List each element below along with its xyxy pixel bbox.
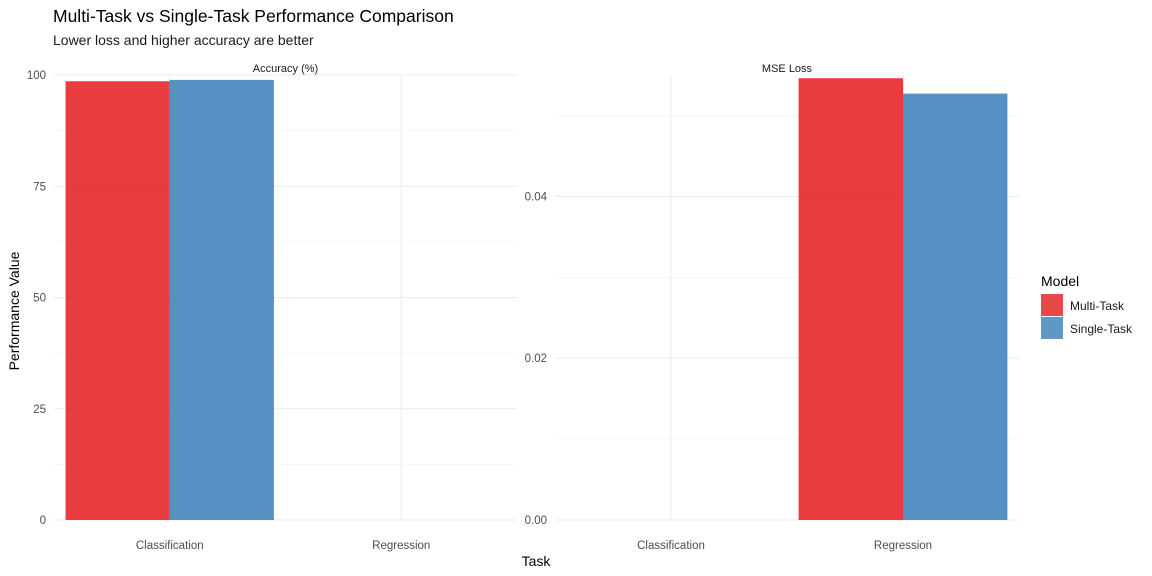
legend: Model Multi-Task Single-Task [1041,273,1133,339]
chart-title: Multi-Task vs Single-Task Performance Co… [53,6,454,26]
y-axis-label: Performance Value [6,251,22,370]
accuracy-y-tick-label: 100 [27,70,46,82]
legend-title: Model [1041,273,1079,289]
legend-swatch-single-task [1041,317,1063,339]
x-axis-label: Task [522,553,552,569]
accuracy-y-tick-label: 0 [40,515,46,527]
mse-loss-y-tick-label: 0.02 [525,353,547,365]
mse-loss-x-tick-label-regression: Regression [874,540,932,552]
legend-label-single-task: Single-Task [1070,322,1133,336]
accuracy-y-tick-label: 50 [33,293,46,305]
mse-loss-y-tick-label: 0.04 [525,191,548,203]
accuracy-bar-multi-task-classification [65,81,170,520]
legend-label-multi-task: Multi-Task [1070,299,1125,313]
accuracy-x-tick-label-classification: Classification [136,540,204,552]
accuracy-x-tick-label-regression: Regression [372,540,430,552]
chart-subtitle: Lower loss and higher accuracy are bette… [53,32,314,48]
accuracy-bar-single-task-classification [169,79,274,521]
legend-swatch-multi-task [1041,294,1063,316]
mse-loss-x-tick-label-classification: Classification [637,540,705,552]
accuracy-y-tick-label: 25 [33,404,46,416]
facet-panels: 0 25 50 75 100 Classification Regression Accura… [27,63,1019,552]
accuracy-y-tick-label: 75 [33,181,46,193]
mse-loss-bar-single-task-regression [903,93,1008,520]
mse-loss-bar-multi-task-regression [798,78,903,521]
mse-loss-y-tick-label: 0.00 [525,515,547,527]
mse-loss-panel-title: MSE Loss [762,63,813,75]
accuracy-panel-title: Accuracy (%) [253,63,318,75]
